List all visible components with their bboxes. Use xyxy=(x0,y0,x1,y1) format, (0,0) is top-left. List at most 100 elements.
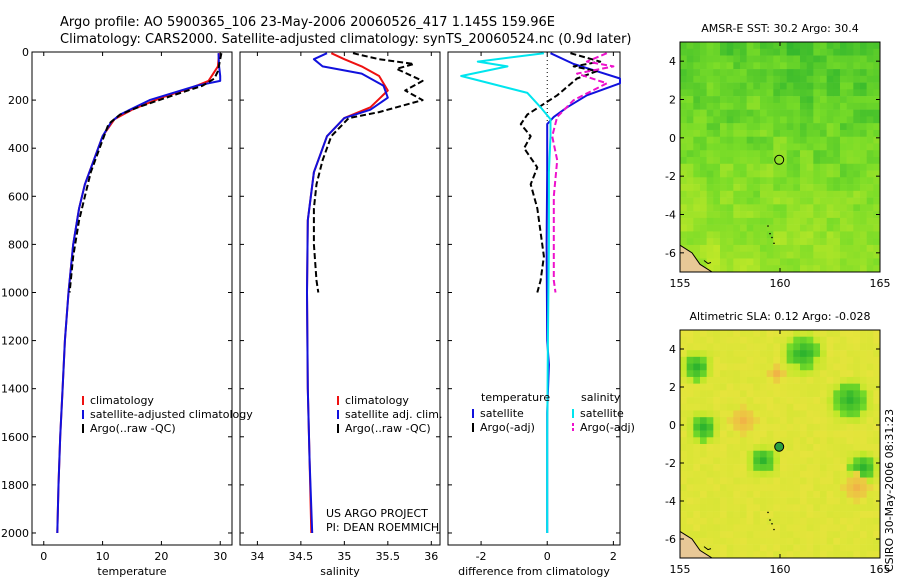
map-cell xyxy=(726,484,734,492)
map-cell xyxy=(713,390,721,398)
map-cell xyxy=(740,517,747,525)
map-cell xyxy=(800,450,807,458)
map-cell xyxy=(693,457,701,465)
map-cell xyxy=(740,330,747,338)
map-cell xyxy=(873,336,881,344)
map-cell xyxy=(826,238,834,246)
map-cell xyxy=(840,457,847,465)
map-cell xyxy=(713,397,721,405)
map-cell xyxy=(860,383,867,391)
map-cell xyxy=(853,330,861,338)
map-cell xyxy=(760,48,767,56)
map-cell xyxy=(720,89,727,97)
map-cell xyxy=(773,89,781,97)
map-cell xyxy=(780,490,787,498)
map-cell xyxy=(686,450,694,458)
map-cell xyxy=(833,336,841,344)
map-cell xyxy=(800,116,807,124)
map-cell xyxy=(680,170,687,178)
map-cell xyxy=(713,96,721,104)
map-cell xyxy=(700,55,707,63)
map-cell xyxy=(873,89,881,97)
map-cell xyxy=(733,363,741,371)
map-cell xyxy=(700,102,707,110)
map-cell xyxy=(840,150,847,158)
map-cell xyxy=(873,251,881,259)
map-cell xyxy=(840,129,847,137)
map-cell xyxy=(733,224,741,232)
map-cell xyxy=(713,423,721,431)
map-cell xyxy=(753,217,761,225)
map-cell xyxy=(693,170,701,178)
map-cell xyxy=(693,143,701,151)
map-cell xyxy=(686,363,694,371)
map-cell xyxy=(693,477,701,485)
map-cell xyxy=(753,211,761,219)
map-cell xyxy=(780,170,787,178)
map-cell xyxy=(826,390,834,398)
map-cell xyxy=(753,116,761,124)
map-cell xyxy=(746,531,754,539)
x-tick-label: 165 xyxy=(870,563,891,576)
map-cell xyxy=(693,363,701,371)
map-cell xyxy=(733,143,741,151)
map-cell xyxy=(793,477,801,485)
map-cell xyxy=(693,330,701,338)
map-cell xyxy=(846,48,854,56)
map-cell xyxy=(693,42,701,50)
map-cell xyxy=(826,477,834,485)
map-cell xyxy=(840,224,847,232)
map-cell xyxy=(800,444,807,452)
map-cell xyxy=(680,517,687,525)
x-tick-label: 160 xyxy=(770,563,791,576)
map-cell xyxy=(680,129,687,137)
map-cell xyxy=(706,376,714,384)
map-cell xyxy=(820,450,827,458)
map-cell xyxy=(873,437,881,445)
map-cell xyxy=(726,423,734,431)
map-cell xyxy=(746,258,754,266)
map-cell xyxy=(873,450,881,458)
map-cell xyxy=(713,490,721,498)
map-cell xyxy=(853,62,861,70)
map-cell xyxy=(746,497,754,505)
map-cell xyxy=(753,517,761,525)
map-cell xyxy=(820,55,827,63)
map-cell xyxy=(786,116,794,124)
map-cell xyxy=(700,490,707,498)
map-cell xyxy=(806,410,814,418)
map-cell xyxy=(826,89,834,97)
map-cell xyxy=(820,517,827,525)
map-cell xyxy=(873,123,881,131)
map-cell xyxy=(860,531,867,539)
map-cell xyxy=(820,258,827,266)
map-cell xyxy=(833,82,841,90)
map-cell xyxy=(806,497,814,505)
map-cell xyxy=(740,497,747,505)
map-cell xyxy=(813,217,821,225)
map-cell xyxy=(860,490,867,498)
map-cell xyxy=(806,157,814,165)
map-cell xyxy=(753,184,761,192)
map-cell xyxy=(780,524,787,532)
map-cell xyxy=(853,430,861,438)
map-cell xyxy=(853,123,861,131)
map-cell xyxy=(713,123,721,131)
map-cell xyxy=(740,251,747,259)
map-cell xyxy=(840,82,847,90)
map-cell xyxy=(713,430,721,438)
map-cell xyxy=(866,363,874,371)
map-cell xyxy=(706,430,714,438)
map-cell xyxy=(680,42,687,50)
map-cell xyxy=(840,511,847,519)
map-cell xyxy=(726,350,734,358)
map-cell xyxy=(680,157,687,165)
map-cell xyxy=(820,537,827,545)
map-cell xyxy=(706,190,714,198)
map-cell xyxy=(713,363,721,371)
y-tick-label: 4 xyxy=(669,343,676,356)
map-cell xyxy=(860,517,867,525)
map-cell xyxy=(740,123,747,131)
map-cell xyxy=(840,238,847,246)
map-cell xyxy=(873,423,881,431)
